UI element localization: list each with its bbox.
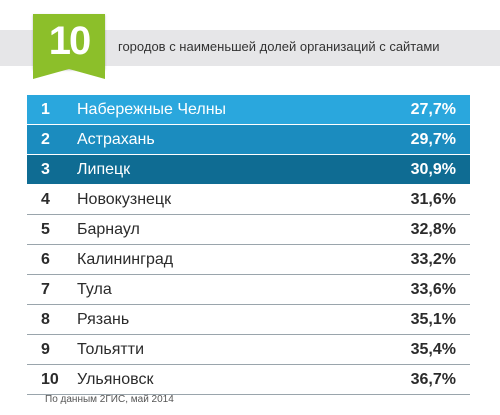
row-city: Тула bbox=[77, 281, 112, 298]
row-rank: 6 bbox=[41, 251, 50, 268]
badge-ribbon-notch bbox=[33, 69, 105, 79]
table-row: 6 Калининград 33,2% bbox=[27, 245, 470, 275]
table-row: 8 Рязань 35,1% bbox=[27, 305, 470, 335]
row-share-value: 27,7% bbox=[410, 101, 456, 118]
source-note: По данным 2ГИС, май 2014 bbox=[45, 394, 174, 405]
row-rank: 3 bbox=[41, 161, 50, 178]
row-rank: 5 bbox=[41, 221, 50, 238]
rank-badge: 10 bbox=[33, 14, 105, 80]
row-city: Калининград bbox=[77, 251, 174, 268]
row-share-value: 32,8% bbox=[410, 221, 456, 238]
badge-background bbox=[33, 14, 105, 69]
table-row: 7 Тула 33,6% bbox=[27, 275, 470, 305]
row-city: Липецк bbox=[77, 161, 131, 178]
chart-title: городов с наименьшей долей организаций с… bbox=[118, 39, 440, 54]
table-row: 3 Липецк 30,9% bbox=[27, 155, 470, 185]
row-rank: 2 bbox=[41, 131, 50, 148]
row-city: Рязань bbox=[77, 311, 130, 328]
row-rank: 10 bbox=[41, 371, 59, 388]
row-share-value: 36,7% bbox=[410, 371, 456, 388]
row-rank: 9 bbox=[41, 341, 50, 358]
row-share-value: 35,1% bbox=[410, 311, 456, 328]
row-share-value: 31,6% bbox=[410, 191, 456, 208]
row-rank: 7 bbox=[41, 281, 50, 298]
row-city: Тольятти bbox=[77, 341, 144, 358]
ranking-table: 1 Набережные Челны 27,7% 2 Астрахань 29,7% 3 Ли… bbox=[27, 95, 470, 395]
table-row: 1 Набережные Челны 27,7% bbox=[27, 95, 470, 125]
badge-number: 10 bbox=[48, 19, 92, 63]
table-row: 2 Астрахань 29,7% bbox=[27, 125, 470, 155]
table-row: 10 Ульяновск 36,7% bbox=[27, 365, 470, 395]
row-share-value: 33,6% bbox=[410, 281, 456, 298]
row-share-value: 35,4% bbox=[410, 341, 456, 358]
row-city: Астрахань bbox=[77, 131, 155, 148]
row-city: Набережные Челны bbox=[77, 101, 227, 118]
row-share-value: 30,9% bbox=[410, 161, 456, 178]
row-rank: 1 bbox=[41, 101, 50, 118]
row-share-value: 33,2% bbox=[410, 251, 456, 268]
table-row: 5 Барнаул 32,8% bbox=[27, 215, 470, 245]
row-city: Новокузнецк bbox=[77, 191, 172, 208]
row-city: Ульяновск bbox=[77, 371, 154, 388]
table-row: 4 Новокузнецк 31,6% bbox=[27, 185, 470, 215]
row-rank: 8 bbox=[41, 311, 50, 328]
row-rank: 4 bbox=[41, 191, 50, 208]
row-share-value: 29,7% bbox=[410, 131, 456, 148]
table-row: 9 Тольятти 35,4% bbox=[27, 335, 470, 365]
row-city: Барнаул bbox=[77, 221, 140, 238]
